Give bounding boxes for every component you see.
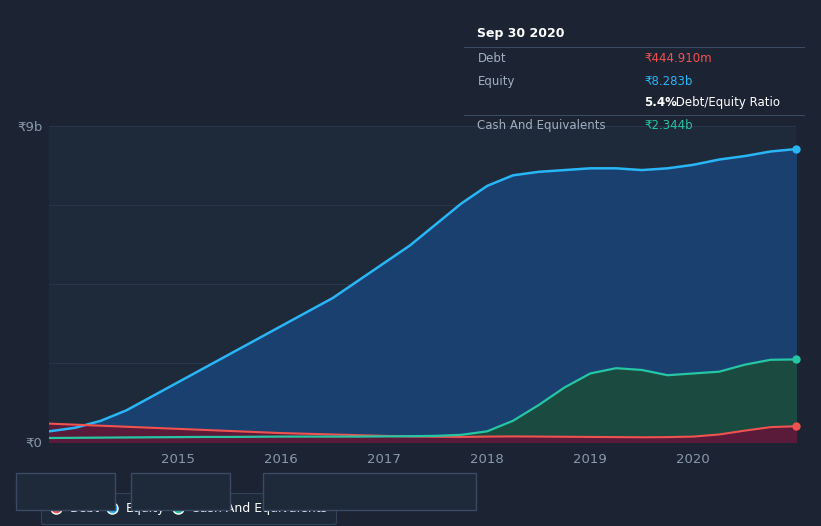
Legend: Debt, Equity, Cash And Equivalents: Debt, Equity, Cash And Equivalents bbox=[40, 493, 337, 524]
Text: ₹2.344b: ₹2.344b bbox=[644, 118, 693, 132]
Text: Sep 30 2020: Sep 30 2020 bbox=[478, 27, 565, 40]
Text: ₹444.910m: ₹444.910m bbox=[644, 52, 712, 65]
Text: ₹8.283b: ₹8.283b bbox=[644, 75, 693, 88]
Text: Cash And Equivalents: Cash And Equivalents bbox=[478, 118, 606, 132]
Text: Debt/Equity Ratio: Debt/Equity Ratio bbox=[672, 96, 780, 109]
Text: Debt: Debt bbox=[478, 52, 506, 65]
Text: 5.4%: 5.4% bbox=[644, 96, 677, 109]
Text: Equity: Equity bbox=[478, 75, 515, 88]
